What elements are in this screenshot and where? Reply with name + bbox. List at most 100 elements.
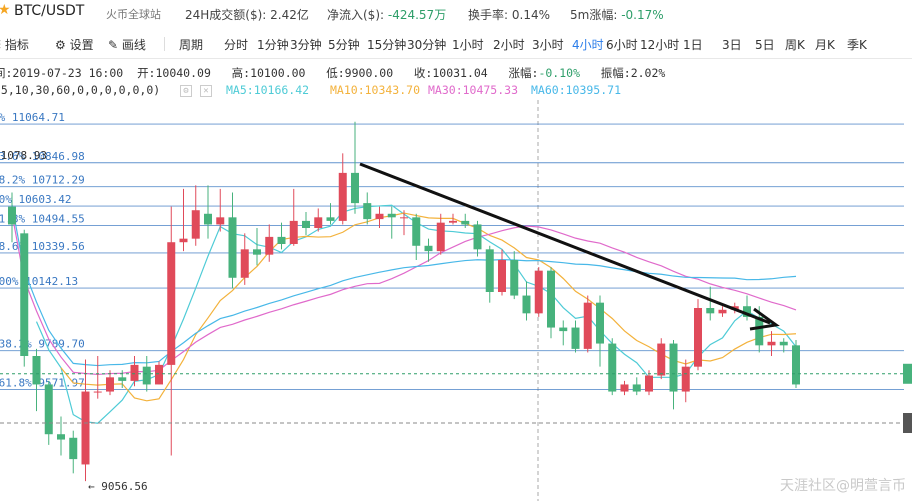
candle-body [632, 384, 641, 392]
ma-close-icon[interactable]: ✕ [200, 85, 212, 97]
candle-body [93, 391, 102, 393]
candle-body [694, 308, 702, 367]
candle-body [706, 308, 715, 314]
draw-button[interactable]: ✎ 画线 [108, 38, 146, 52]
ma-params: (5,10,30,60,0,0,0,0,0,0) [0, 83, 161, 97]
gear-icon: ⚙ [55, 38, 66, 52]
ma30-value: MA30:10475.33 [428, 83, 519, 97]
ohlc-open: 开:10040.09 [137, 66, 211, 80]
stat-netflow: 净流入($): -424.57万 [327, 8, 447, 22]
top-bar: ★ BTC/USDT 火币全球站 24H成交额($): 2.42亿 净流入($)… [0, 0, 912, 26]
candle-body [130, 364, 139, 381]
candle-body [387, 213, 396, 218]
timeframe-tab[interactable]: 3分钟 [290, 38, 322, 52]
low-marker: ← 9056.56 [88, 480, 148, 493]
candle-body [118, 377, 127, 381]
candle-body [69, 437, 78, 460]
timeframe-tab[interactable]: 12小时 [640, 38, 680, 52]
candle-body [142, 366, 151, 385]
header-divider [0, 58, 912, 59]
candle-body [681, 366, 690, 392]
candle-body [204, 213, 212, 225]
candle-body [534, 270, 543, 314]
timeframe-tab[interactable]: 季K [847, 38, 867, 52]
candle-body [8, 206, 16, 225]
timeframe-tab[interactable]: 周K [785, 38, 805, 52]
stat-turnover: 换手率: 0.14% [468, 8, 550, 22]
watermark: 天涯社区@明萱言币 [780, 478, 906, 494]
ohlc-change-label: 涨幅: [508, 66, 539, 80]
candle-body [32, 356, 41, 385]
pair-title[interactable]: BTC/USDT [14, 3, 85, 19]
candle-body [571, 327, 580, 349]
toolbar-divider [164, 37, 165, 51]
candle-body [289, 220, 298, 244]
ohlc-readout: 间:2019-07-23 16:00 开:10040.09 高:10100.00… [0, 65, 665, 81]
candle-body [583, 302, 592, 349]
fib-label: 100% 10142.13 [0, 275, 78, 288]
ohlc-time: 间:2019-07-23 16:00 [0, 66, 124, 80]
candle-body [167, 242, 176, 365]
ma-settings-icon[interactable]: ⚙ [180, 85, 192, 97]
indicator-icon: ⫶ [0, 38, 1, 52]
trend-arrow-head [749, 307, 780, 331]
candle-body [792, 345, 800, 385]
timeframe-tab[interactable]: 3小时 [532, 38, 564, 52]
ohlc-high: 高:10100.00 [231, 66, 306, 80]
fib-label: 78.6% 10339.56 [0, 240, 85, 253]
timeframe-tab[interactable]: 3日 [722, 38, 742, 52]
timeframe-tab[interactable]: 2小时 [493, 38, 525, 52]
timeframe-tab[interactable]: 30分钟 [407, 38, 447, 52]
candle-body [277, 236, 286, 244]
candle-body [20, 233, 29, 356]
indicator-button[interactable]: ⫶ 指标 [0, 36, 29, 53]
candle-body [326, 217, 335, 221]
timeframe-tab[interactable]: 月K [815, 38, 835, 52]
fib-label: 23.6% 10846.98 [0, 150, 85, 163]
timeframe-tab[interactable]: 6小时 [606, 38, 638, 52]
timeframe-tab[interactable]: 1分钟 [257, 38, 289, 52]
candle-body [743, 306, 751, 317]
candle-body [363, 203, 372, 220]
timeframe-tab[interactable]: 15分钟 [367, 38, 407, 52]
stat-volume: 24H成交额($): 2.42亿 [185, 8, 309, 22]
candle-body [57, 434, 65, 440]
ma60-line [11, 204, 797, 367]
timeframe-tab[interactable]: 4小时 [572, 38, 604, 52]
candle-body [179, 238, 188, 243]
star-icon[interactable]: ★ [0, 2, 11, 18]
exchange-name: 火币全球站 [106, 8, 161, 21]
ohlc-change: -0.10% [538, 66, 580, 80]
timeframe-tab[interactable]: 5日 [755, 38, 775, 52]
candle-body [657, 343, 666, 376]
candle-body [436, 222, 445, 252]
high-marker: 11078.93 [0, 149, 47, 162]
candle-body [302, 220, 310, 228]
fib-label: 38.2% 10712.29 [0, 174, 85, 187]
timeframe-tab[interactable]: 分时 [224, 38, 249, 52]
timeframe-tab[interactable]: 5分钟 [328, 38, 360, 52]
candle-body [81, 391, 90, 465]
timeframe-tab[interactable]: 1日 [683, 38, 703, 52]
candle-body [265, 236, 274, 255]
candle-body [755, 316, 764, 346]
candle-body [106, 377, 114, 392]
settings-button[interactable]: ⚙ 设置 [55, 38, 94, 52]
candle-body [412, 217, 421, 246]
ma60-value: MA60:10395.71 [531, 83, 622, 97]
candle-body [216, 217, 225, 225]
timeframe-tab[interactable]: 1小时 [452, 38, 484, 52]
trend-arrow-line [359, 162, 771, 325]
candle-body [351, 172, 359, 204]
candle-body [191, 210, 200, 239]
candle-body [510, 260, 519, 296]
ohlc-amplitude: 振幅:2.02% [600, 66, 666, 80]
candle-body [228, 217, 237, 278]
candle-body [718, 309, 727, 314]
fib-label: 0% 11064.71 [0, 111, 65, 124]
candle-body [767, 341, 776, 346]
candle-body [779, 341, 788, 346]
candle-body [461, 220, 470, 225]
